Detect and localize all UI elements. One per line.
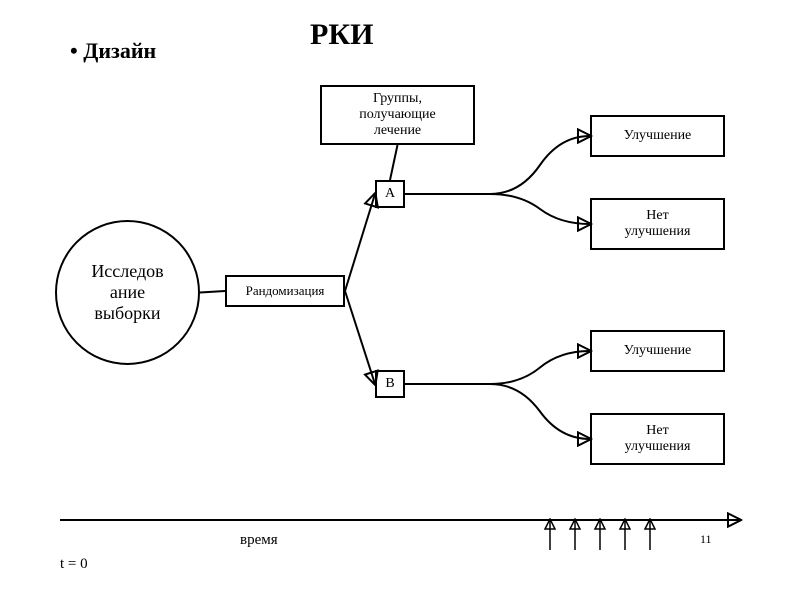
page-title: РКИ xyxy=(310,18,373,52)
node-outcome-a-no-improve: Нетулучшения xyxy=(590,198,725,250)
time-axis-label: время xyxy=(240,532,278,549)
node-treatment-groups: Группы,получающиелечение xyxy=(320,85,475,145)
node-branch-a: A xyxy=(375,180,405,208)
node-randomization: Рандомизация xyxy=(225,275,345,307)
page-number: 11 xyxy=(700,532,712,547)
node-study-sample: Исследованиевыборки xyxy=(55,220,200,365)
node-outcome-a-improve: Улучшение xyxy=(590,115,725,157)
node-branch-b: B xyxy=(375,370,405,398)
t0-label: t = 0 xyxy=(60,556,88,573)
node-outcome-b-improve: Улучшение xyxy=(590,330,725,372)
node-outcome-b-no-improve: Нетулучшения xyxy=(590,413,725,465)
subtitle-bullet: Дизайн xyxy=(70,38,156,64)
diagram-canvas: { "title": "РКИ", "subtitle": "Дизайн", … xyxy=(0,0,800,600)
